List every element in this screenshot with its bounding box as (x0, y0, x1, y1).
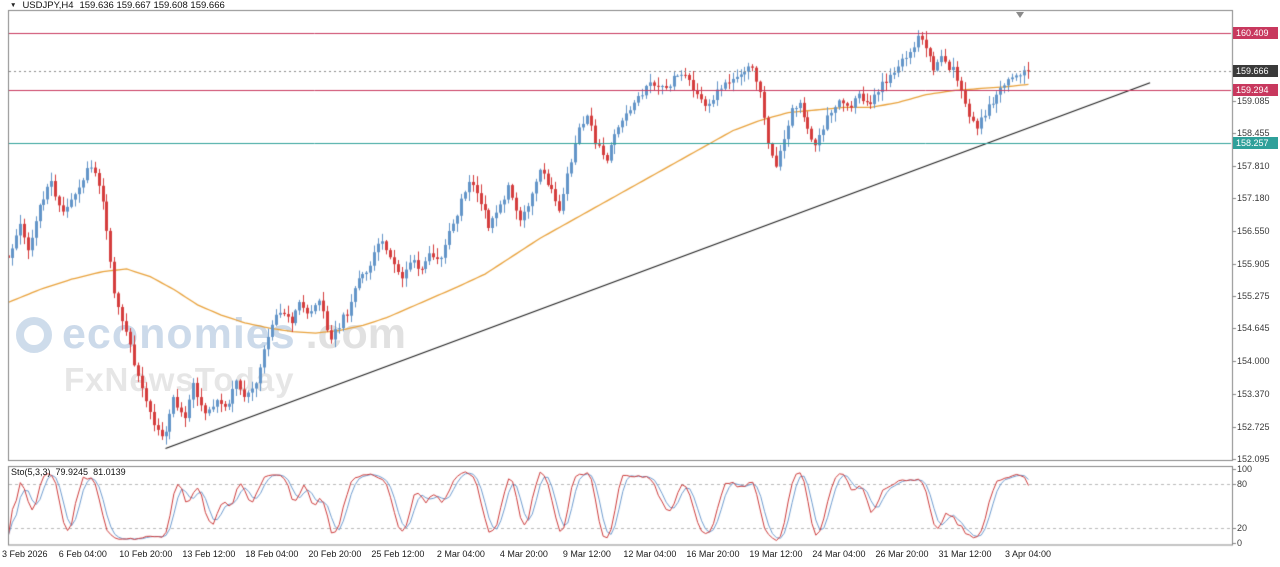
price-tag-bid: 159.666 (1233, 64, 1278, 77)
x-axis-date-label: 20 Feb 20:00 (308, 549, 362, 559)
y-axis-tick-label: 158.455 (1237, 127, 1270, 138)
y-axis-tick-label: 155.905 (1237, 258, 1270, 269)
x-axis-date-label: 3 Feb 2026 (2, 549, 48, 559)
x-axis-date-label: 2 Mar 04:00 (436, 549, 485, 559)
x-axis-date-label: 6 Feb 04:00 (58, 549, 107, 559)
stochastic-indicator-label: Sto(5,3,3) 79.9245 81.0139 (11, 467, 126, 477)
price-tag-resistance-160.409: 160.409 (1233, 26, 1278, 39)
x-axis-date-label: 19 Mar 12:00 (749, 549, 803, 559)
y-axis-tick-label: 155.275 (1237, 290, 1270, 301)
x-axis-date-label: 25 Feb 12:00 (371, 549, 425, 559)
x-axis-date-label: 26 Mar 20:00 (875, 549, 929, 559)
stoch-scale-label: 100 (1237, 464, 1253, 474)
stochastic-name: Sto(5,3,3) (11, 467, 51, 477)
symbol-bar: ▼ USDJPY,H4 159.636 159.667 159.608 159.… (10, 0, 225, 11)
price-tag-resistance-159.294: 159.294 (1233, 83, 1278, 96)
y-axis-tick-label: 154.645 (1237, 323, 1270, 334)
stochastic-d-value: 81.0139 (93, 467, 126, 477)
chart-shift-marker-icon[interactable] (1016, 12, 1024, 18)
x-axis-date-label: 9 Mar 12:00 (562, 549, 611, 559)
y-axis-tick-label: 157.810 (1237, 160, 1270, 171)
stoch-scale-label: 0 (1237, 538, 1243, 548)
y-axis-tick-label: 152.725 (1237, 421, 1270, 432)
x-axis-date-label: 4 Mar 20:00 (499, 549, 548, 559)
stochastic-k-value: 79.9245 (55, 467, 89, 477)
stoch-scale-label: 80 (1237, 478, 1248, 489)
x-axis-date-label: 31 Mar 12:00 (938, 549, 992, 559)
stoch-scale-label: 20 (1237, 523, 1248, 534)
x-axis-date-label: 13 Feb 12:00 (182, 549, 236, 559)
x-axis-date-label: 24 Mar 04:00 (812, 549, 866, 559)
x-axis-date-label: 18 Feb 04:00 (245, 549, 299, 559)
symbol-timeframe-label: USDJPY,H4 (22, 0, 74, 11)
y-axis-tick-label: 152.095 (1237, 453, 1270, 464)
price-tag-support-158.257: 158.257 (1233, 136, 1278, 149)
x-axis-date-label: 16 Mar 20:00 (686, 549, 740, 559)
x-axis-date-label: 10 Feb 20:00 (119, 549, 173, 559)
y-axis-tick-label: 153.370 (1237, 388, 1270, 399)
x-axis-date-label: 3 Apr 04:00 (1004, 549, 1052, 559)
y-axis-tick-label: 154.000 (1237, 356, 1270, 367)
ohlc-quote-label: 159.636 159.667 159.608 159.666 (79, 0, 225, 11)
symbol-dropdown-icon[interactable]: ▼ (10, 1, 17, 9)
y-axis-tick-label: 156.550 (1237, 225, 1270, 236)
x-axis-date-label: 12 Mar 04:00 (623, 549, 677, 559)
y-axis-tick-label: 159.085 (1237, 95, 1270, 106)
y-axis-tick-label: 157.180 (1237, 193, 1270, 204)
